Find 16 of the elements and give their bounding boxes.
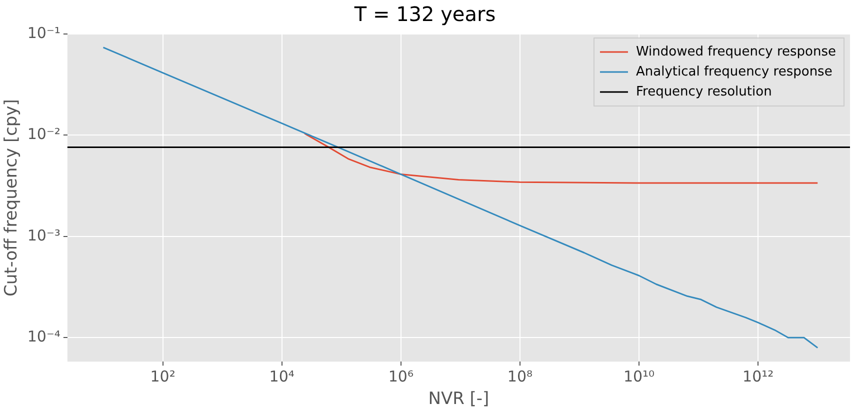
y-axis-title: Cut-off frequency [cpy] bbox=[2, 99, 22, 297]
y-tick-label: 10⁻² bbox=[27, 125, 60, 144]
x-tick-label: 10⁸ bbox=[507, 367, 533, 386]
y-tick-label: 10⁻⁴ bbox=[27, 328, 60, 346]
x-tick-label: 10⁴ bbox=[269, 367, 294, 386]
legend-label: Windowed frequency response bbox=[636, 44, 836, 60]
x-tick-label: 10¹⁰ bbox=[623, 367, 655, 386]
legend-label: Analytical frequency response bbox=[636, 64, 832, 80]
x-tick-label: 10² bbox=[150, 367, 176, 386]
legend-label: Frequency resolution bbox=[636, 84, 772, 100]
x-axis-title: NVR [-] bbox=[428, 389, 490, 410]
x-tick-label: 10⁶ bbox=[388, 367, 414, 386]
y-tick-label: 10⁻¹ bbox=[27, 24, 60, 42]
y-tick-label: 10⁻³ bbox=[27, 226, 60, 244]
chart-title: T = 132 years bbox=[353, 2, 496, 26]
x-tick-label: 10¹² bbox=[742, 367, 774, 386]
